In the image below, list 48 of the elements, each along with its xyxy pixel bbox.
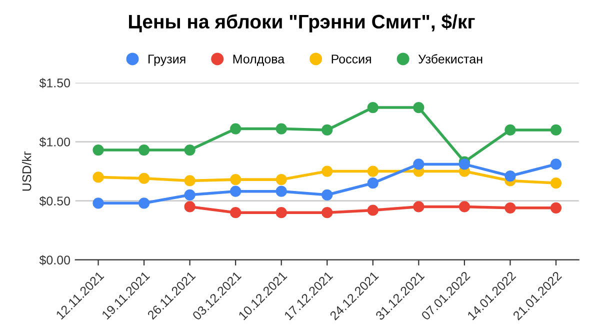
point xyxy=(276,123,287,134)
point xyxy=(322,207,333,218)
point xyxy=(458,201,470,212)
point xyxy=(92,198,104,209)
point xyxy=(276,207,287,218)
point xyxy=(504,124,516,136)
point xyxy=(458,158,470,170)
point xyxy=(92,172,104,183)
point xyxy=(184,144,196,156)
point xyxy=(550,202,562,214)
y-tick-label: $0.50 xyxy=(39,196,70,206)
point xyxy=(413,102,424,114)
point xyxy=(276,174,287,186)
point xyxy=(504,202,516,214)
point xyxy=(413,158,424,170)
point xyxy=(550,178,562,189)
y-tick-label: $1.50 xyxy=(39,78,70,88)
point xyxy=(322,166,333,177)
legend-label: Грузия xyxy=(148,54,186,66)
point xyxy=(92,144,104,156)
point xyxy=(550,124,562,136)
y-axis-title: USD/kг xyxy=(22,151,32,191)
legend-label: Молдова xyxy=(233,54,285,66)
point xyxy=(184,189,196,200)
point xyxy=(413,201,424,212)
legend-label: Россия xyxy=(332,54,371,64)
y-tick-label: $0.00 xyxy=(39,255,70,266)
point xyxy=(276,186,287,197)
point xyxy=(367,102,378,114)
point xyxy=(138,172,150,184)
point xyxy=(504,170,516,182)
point xyxy=(138,144,150,156)
point xyxy=(230,123,242,134)
point xyxy=(138,198,150,209)
point xyxy=(322,189,333,200)
point xyxy=(550,158,562,170)
chart-title: Цены на яблоки "Грэнни Смит", $/кг xyxy=(129,14,475,32)
point xyxy=(184,201,196,212)
point xyxy=(322,124,333,136)
point xyxy=(230,207,242,218)
point xyxy=(367,204,378,216)
point xyxy=(184,175,196,186)
point xyxy=(230,186,242,197)
point xyxy=(367,178,378,189)
y-tick-label: $1.00 xyxy=(39,137,70,148)
point xyxy=(230,174,242,186)
legend-label: Узбекистан xyxy=(418,54,482,64)
point xyxy=(367,166,378,177)
